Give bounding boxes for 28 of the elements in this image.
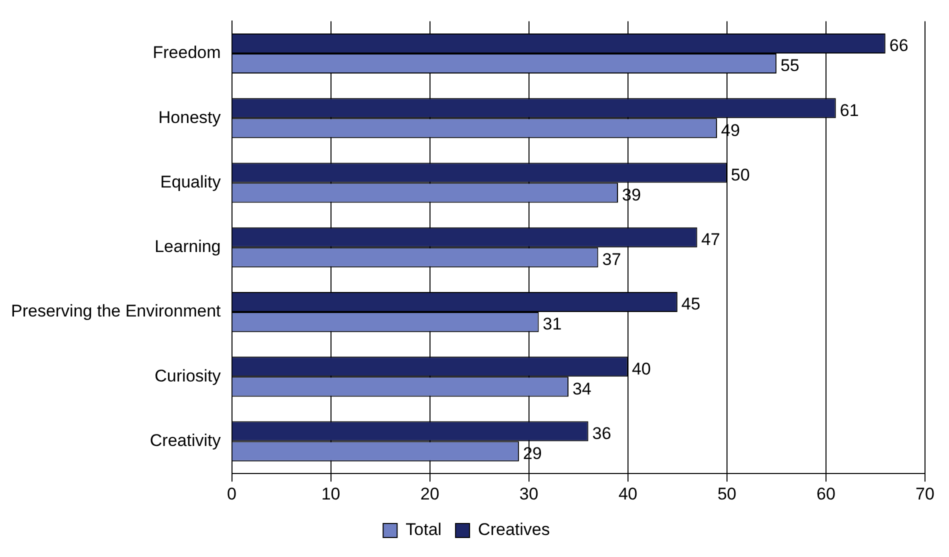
x-tick-label: 10 xyxy=(321,484,340,504)
legend-label: Creatives xyxy=(478,520,550,540)
x-tick-label: 30 xyxy=(519,484,538,504)
data-label: 45 xyxy=(681,294,700,314)
data-label: 61 xyxy=(840,100,859,120)
legend-label: Total xyxy=(406,520,442,540)
y-tick-label: Preserving the Environment xyxy=(10,302,222,321)
x-tick-label: 60 xyxy=(816,484,836,504)
y-tick-label: Creativity xyxy=(150,430,222,450)
y-tick-label: Learning xyxy=(154,237,221,256)
y-tick-label: Freedom xyxy=(152,43,221,62)
data-label: 50 xyxy=(730,165,750,184)
y-tick-label: Honesty xyxy=(158,108,222,127)
y-tick-label: Equality xyxy=(160,172,222,192)
x-tick-label: 70 xyxy=(916,484,934,504)
y-tick-label: Curiosity xyxy=(154,366,222,386)
data-label: 37 xyxy=(602,250,622,270)
data-label: 55 xyxy=(780,56,800,76)
data-label: 31 xyxy=(542,314,562,334)
x-tick-label: 0 xyxy=(227,484,237,504)
data-label: 66 xyxy=(889,36,908,56)
x-tick-label: 50 xyxy=(717,484,736,504)
data-label: 34 xyxy=(572,379,592,398)
data-label: 40 xyxy=(632,359,651,378)
data-label: 36 xyxy=(592,424,612,443)
x-tick-label: 40 xyxy=(618,484,638,504)
data-label: 47 xyxy=(701,230,720,250)
x-tick-label: 20 xyxy=(420,484,440,504)
